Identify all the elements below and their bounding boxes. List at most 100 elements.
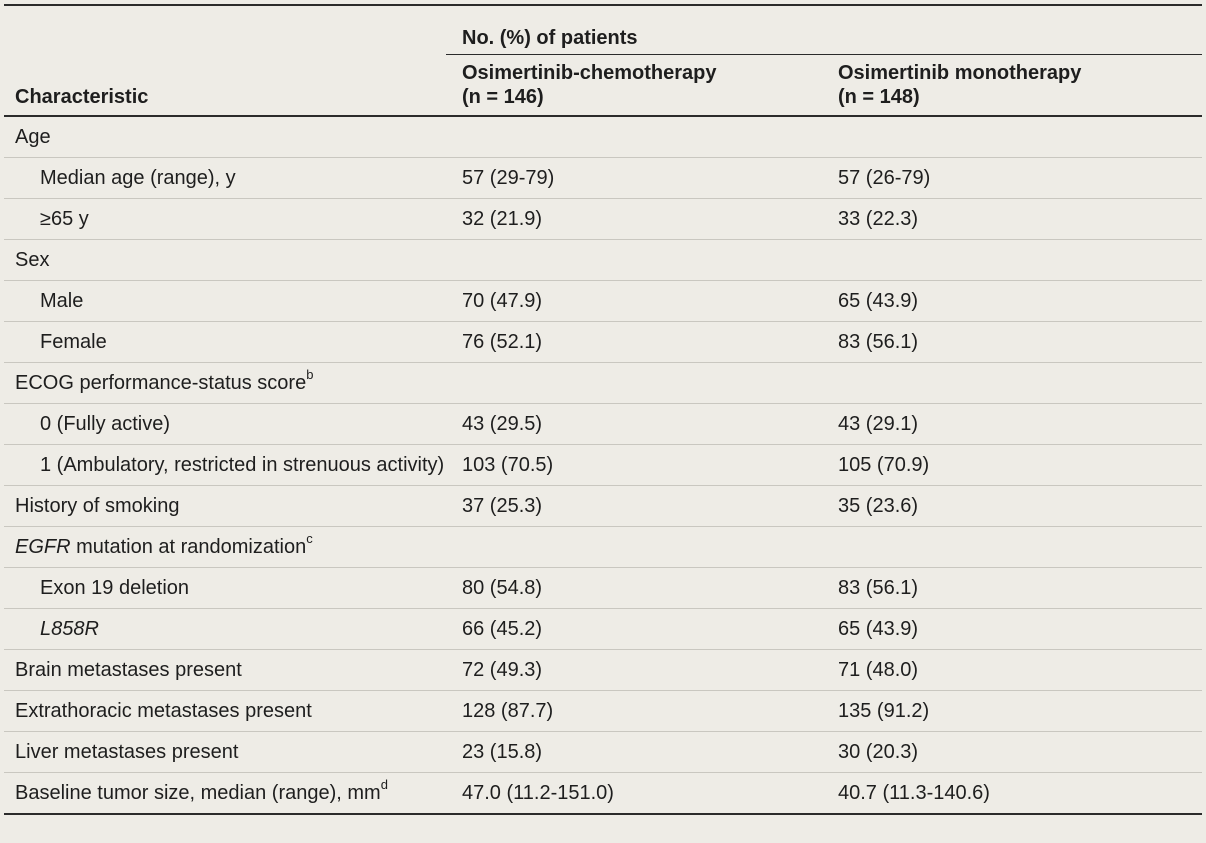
arm1-value: 43 (29.5) (446, 403, 832, 445)
arm2-value: 83 (56.1) (832, 567, 1203, 609)
row-label-text: ≥65 y (40, 208, 89, 230)
row-label-text: Male (40, 290, 84, 312)
row-label-text: 0 (Fully active) (40, 413, 171, 435)
table-row: History of smoking 37 (25.3) 35 (23.6) (4, 485, 1203, 527)
arm2-value: 65 (43.9) (832, 280, 1203, 322)
arm2-value: 33 (22.3) (832, 198, 1203, 240)
arm1-header: Osimertinib-chemotherapy (n = 146) (446, 54, 832, 117)
table-row: Male 70 (47.9) 65 (43.9) (4, 280, 1203, 322)
row-label-text: Female (40, 331, 107, 353)
arm1-value: 66 (45.2) (446, 608, 832, 650)
arm2-value: 71 (48.0) (832, 649, 1203, 691)
table-body: Age Median age (range), y 57 (29-79) 57 (26… (4, 116, 1203, 815)
arm1-value: 37 (25.3) (446, 485, 832, 527)
row-label-text: Extrathoracic metastases present (15, 700, 312, 722)
row-label-text: Liver metastases present (15, 741, 239, 763)
table-row: Age (4, 116, 1203, 158)
arm1-value: 72 (49.3) (446, 649, 832, 691)
row-label: L858R (4, 608, 446, 650)
row-label: Male (4, 280, 446, 322)
row-label-text: Brain metastases present (15, 659, 242, 681)
row-label: ECOG performance-status scoreb (4, 362, 446, 404)
arm2-value: 65 (43.9) (832, 608, 1203, 650)
row-label: Brain metastases present (4, 649, 446, 691)
row-label-text: Exon 19 deletion (40, 577, 190, 599)
arm2-value: 135 (91.2) (832, 690, 1203, 732)
arm2-value (832, 239, 1203, 281)
row-label: Female (4, 321, 446, 363)
row-label-text: 1 (Ambulatory, restricted in strenuous a… (40, 454, 445, 476)
arm1-value: 23 (15.8) (446, 731, 832, 773)
arm2-value: 105 (70.9) (832, 444, 1203, 486)
arm2-value: 43 (29.1) (832, 403, 1203, 445)
footnote-marker: d (380, 777, 388, 793)
arm1-value (446, 116, 832, 158)
arm1-value: 103 (70.5) (446, 444, 832, 486)
row-label-italic: L858R (40, 618, 99, 640)
table-row: L858R 66 (45.2) 65 (43.9) (4, 608, 1203, 650)
arm2-value: 57 (26-79) (832, 157, 1203, 199)
row-label: Age (4, 116, 446, 158)
table-row: Sex (4, 239, 1203, 281)
row-label-text: Median age (range), y (40, 167, 236, 189)
arm1-value: 32 (21.9) (446, 198, 832, 240)
footnote-marker: c (306, 531, 313, 547)
baseline-characteristics-table: Characteristic No. (%) of patients Osime… (4, 4, 1203, 815)
table-row: 0 (Fully active) 43 (29.5) 43 (29.1) (4, 403, 1203, 445)
row-label-italic: EGFR (15, 536, 71, 558)
row-label: Liver metastases present (4, 731, 446, 773)
patients-group-header: No. (%) of patients (446, 4, 1203, 55)
arm2-value: 83 (56.1) (832, 321, 1203, 363)
row-label: Extrathoracic metastases present (4, 690, 446, 732)
row-label-text: History of smoking (15, 495, 180, 517)
row-label: 0 (Fully active) (4, 403, 446, 445)
table-row: Brain metastases present 72 (49.3) 71 (48.… (4, 649, 1203, 691)
row-label: Baseline tumor size, median (range), mmd (4, 772, 446, 815)
row-label: EGFR mutation at randomizationc (4, 526, 446, 568)
row-label: 1 (Ambulatory, restricted in strenuous a… (4, 444, 446, 486)
arm2-value (832, 116, 1203, 158)
row-label: History of smoking (4, 485, 446, 527)
arm1-value: 70 (47.9) (446, 280, 832, 322)
table-header: Characteristic No. (%) of patients Osime… (4, 4, 1203, 117)
arm1-n: (n = 146) (462, 86, 544, 108)
row-label-text: ECOG performance-status score (15, 372, 307, 394)
arm1-name: Osimertinib-chemotherapy (462, 62, 717, 84)
arm1-value: 47.0 (11.2-151.0) (446, 772, 832, 815)
arm1-value: 128 (87.7) (446, 690, 832, 732)
table-row: Baseline tumor size, median (range), mmd… (4, 772, 1203, 815)
table-row: Median age (range), y 57 (29-79) 57 (26-79… (4, 157, 1203, 199)
arm2-value (832, 362, 1203, 404)
row-label: ≥65 y (4, 198, 446, 240)
arm1-value (446, 526, 832, 568)
row-label-text: Sex (15, 249, 50, 271)
arm2-value: 40.7 (11.3-140.6) (832, 772, 1203, 815)
characteristic-header: Characteristic (4, 4, 446, 117)
arm2-value: 30 (20.3) (832, 731, 1203, 773)
row-label-text: Baseline tumor size, median (range), mm (15, 782, 381, 804)
table-row: Extrathoracic metastases present 128 (87.… (4, 690, 1203, 732)
arm1-value (446, 362, 832, 404)
row-label: Exon 19 deletion (4, 567, 446, 609)
arm2-value: 35 (23.6) (832, 485, 1203, 527)
arm2-name: Osimertinib monotherapy (838, 62, 1082, 84)
table-row: Exon 19 deletion 80 (54.8) 83 (56.1) (4, 567, 1203, 609)
footnote-marker: b (306, 367, 314, 383)
table-row: 1 (Ambulatory, restricted in strenuous a… (4, 444, 1203, 486)
arm1-value: 76 (52.1) (446, 321, 832, 363)
row-label: Median age (range), y (4, 157, 446, 199)
table-row: ≥65 y 32 (21.9) 33 (22.3) (4, 198, 1203, 240)
arm1-value: 80 (54.8) (446, 567, 832, 609)
arm2-header: Osimertinib monotherapy (n = 148) (832, 54, 1203, 117)
row-label: Sex (4, 239, 446, 281)
arm2-value (832, 526, 1203, 568)
table-row: EGFR mutation at randomizationc (4, 526, 1203, 568)
arm1-value (446, 239, 832, 281)
table-row: ECOG performance-status scoreb (4, 362, 1203, 404)
row-label-text: mutation at randomization (70, 536, 307, 558)
row-label-text: Age (15, 126, 51, 148)
table-row: Female 76 (52.1) 83 (56.1) (4, 321, 1203, 363)
arm1-value: 57 (29-79) (446, 157, 832, 199)
table-row: Liver metastases present 23 (15.8) 30 (20.… (4, 731, 1203, 773)
